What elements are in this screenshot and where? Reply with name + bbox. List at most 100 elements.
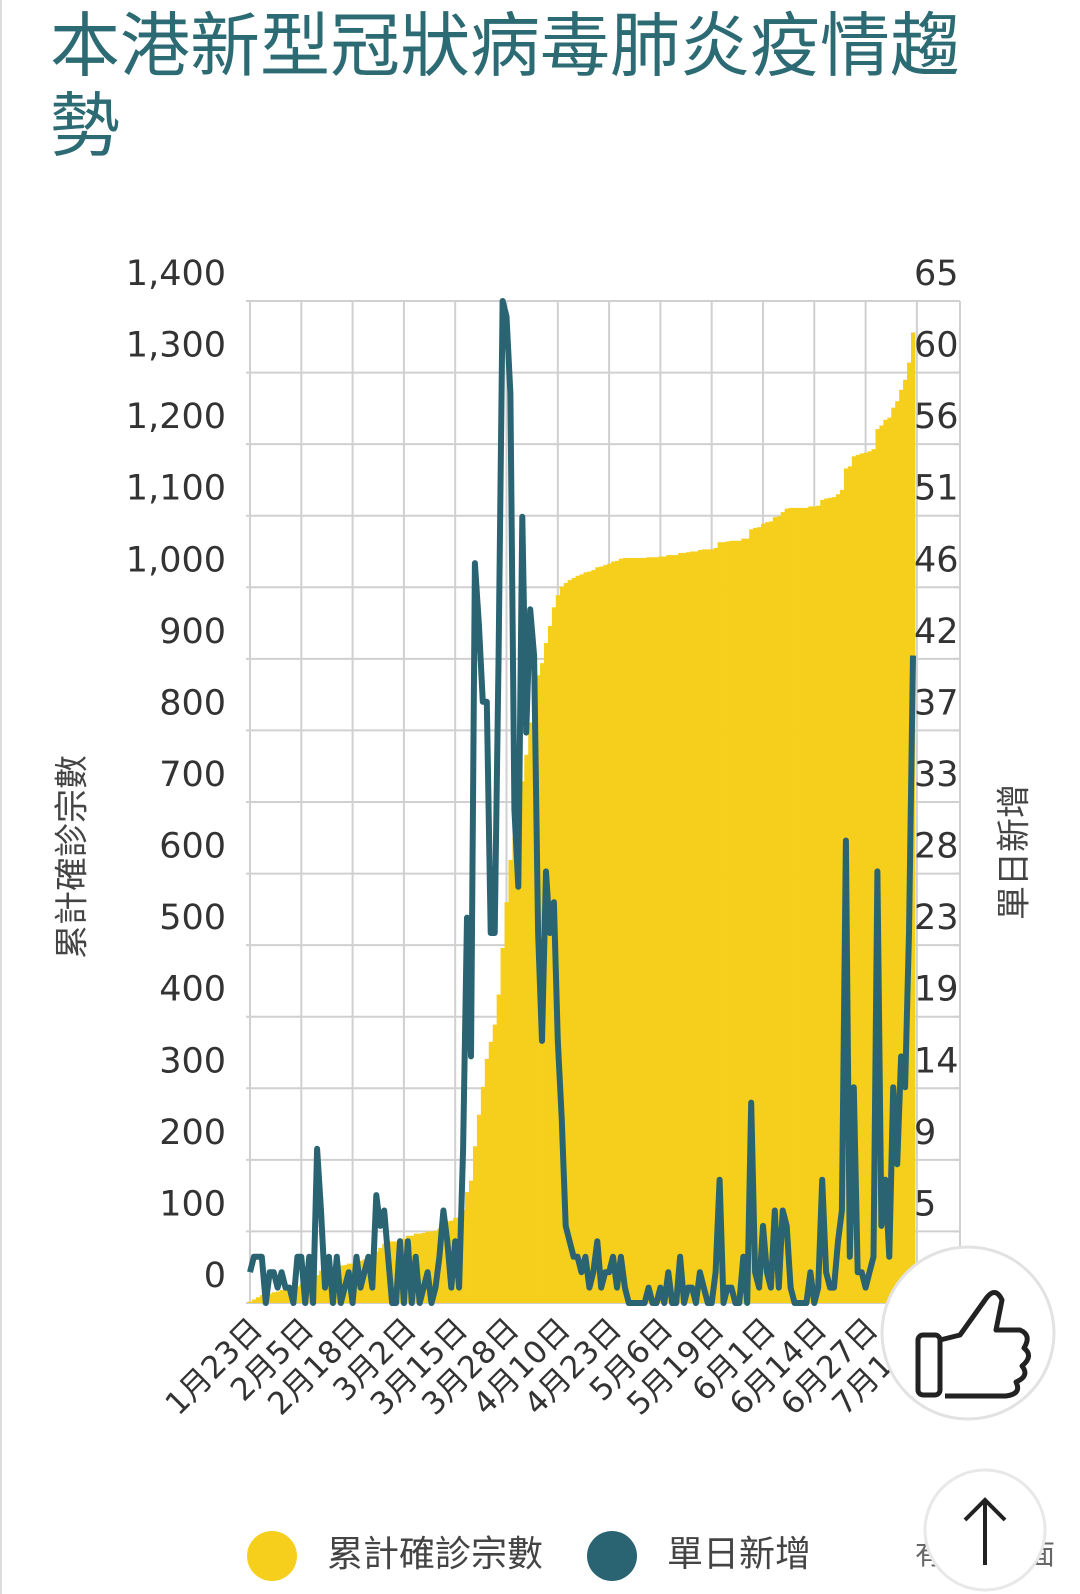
bar xyxy=(768,521,774,1303)
like-icon[interactable] xyxy=(939,1290,1031,1399)
bar xyxy=(279,1290,284,1303)
y-tick-label: 1,400 xyxy=(126,254,226,294)
bar xyxy=(682,552,687,1303)
bar xyxy=(622,557,628,1303)
bar xyxy=(705,549,711,1303)
legend-label: 累計確診宗數 xyxy=(327,1534,543,1575)
y-tick-label: 1,000 xyxy=(126,540,226,580)
bar xyxy=(721,542,726,1303)
y-tick-label: 0 xyxy=(204,1256,226,1296)
bar xyxy=(678,552,683,1303)
bar xyxy=(764,522,770,1303)
bar xyxy=(741,538,746,1303)
bar xyxy=(662,556,667,1303)
bar xyxy=(638,557,644,1303)
bar xyxy=(658,556,663,1303)
y2-tick-label: 56 xyxy=(914,397,959,437)
bar xyxy=(634,557,640,1303)
bar xyxy=(255,1297,261,1303)
y-tick-label: 800 xyxy=(159,683,226,723)
bar xyxy=(480,1086,486,1303)
bar xyxy=(839,489,845,1303)
line xyxy=(247,298,916,1306)
bar xyxy=(374,1251,379,1303)
bar xyxy=(792,507,797,1303)
scroll-top-icon[interactable] xyxy=(963,1497,1007,1565)
bar xyxy=(871,449,876,1304)
bar xyxy=(784,508,790,1303)
bar xyxy=(248,1301,253,1303)
bar xyxy=(895,401,900,1303)
y-tick-label: 1,100 xyxy=(126,469,226,509)
bar xyxy=(583,572,588,1303)
bar xyxy=(788,507,793,1303)
bar xyxy=(883,419,888,1303)
y-tick-label: 400 xyxy=(159,970,226,1010)
y2-tick-label: 46 xyxy=(914,540,959,580)
bar xyxy=(421,1232,427,1303)
bar xyxy=(780,512,786,1303)
bar xyxy=(575,575,580,1303)
bar xyxy=(488,1041,494,1303)
bar xyxy=(891,407,896,1303)
y-tick-label: 1,200 xyxy=(126,397,226,437)
bar xyxy=(504,902,509,1303)
y2-axis-title: 單日新增 xyxy=(995,784,1035,920)
bar xyxy=(492,1024,498,1303)
bar xyxy=(378,1247,383,1303)
y2-tick-label: 37 xyxy=(914,683,959,723)
like-button-bg[interactable] xyxy=(880,1245,1056,1421)
y-tick-label: 600 xyxy=(159,827,226,867)
y2-tick-label: 23 xyxy=(914,898,959,938)
bar xyxy=(693,551,699,1303)
bar xyxy=(697,550,703,1303)
y2-tick-label: 33 xyxy=(914,755,959,795)
like-button[interactable] xyxy=(880,1245,1056,1421)
bar xyxy=(851,456,857,1303)
bar xyxy=(670,555,675,1303)
bar xyxy=(524,754,529,1303)
bar xyxy=(646,557,651,1303)
scroll-top-button[interactable] xyxy=(923,1468,1047,1592)
bar xyxy=(512,837,517,1303)
bar xyxy=(476,1114,482,1303)
y2-tick-label: 9 xyxy=(914,1113,936,1153)
bar xyxy=(654,557,659,1303)
legend-swatch xyxy=(587,1531,637,1581)
bar xyxy=(382,1243,387,1303)
bar xyxy=(469,1180,474,1303)
bar xyxy=(528,722,533,1303)
bar xyxy=(875,429,880,1303)
bar xyxy=(757,527,762,1303)
like-icon[interactable] xyxy=(915,1332,943,1398)
bar xyxy=(666,555,671,1303)
bar xyxy=(796,507,801,1303)
bar xyxy=(315,1275,320,1303)
bar xyxy=(579,574,584,1303)
bar xyxy=(618,558,624,1303)
bar xyxy=(425,1231,430,1303)
bar xyxy=(717,542,722,1303)
y2-tick-label: 51 xyxy=(914,469,959,509)
chart-title: 本港新型冠狀病毒肺炎疫情趨勢 xyxy=(50,5,960,167)
bar xyxy=(859,453,865,1303)
bar xyxy=(520,781,525,1303)
bar xyxy=(776,516,782,1303)
y2-tick-label: 60 xyxy=(914,326,959,366)
bar xyxy=(808,506,813,1303)
bar xyxy=(441,1224,446,1303)
bar xyxy=(611,561,616,1303)
bar xyxy=(319,1270,324,1303)
bar xyxy=(761,523,766,1303)
bar xyxy=(461,1209,466,1303)
bar xyxy=(855,454,861,1304)
bar xyxy=(587,571,592,1303)
bar xyxy=(824,498,829,1304)
bar xyxy=(563,582,569,1303)
bar xyxy=(484,1058,490,1303)
bar xyxy=(729,540,734,1303)
bar xyxy=(772,517,778,1303)
bar xyxy=(591,570,596,1303)
bar xyxy=(429,1231,434,1303)
